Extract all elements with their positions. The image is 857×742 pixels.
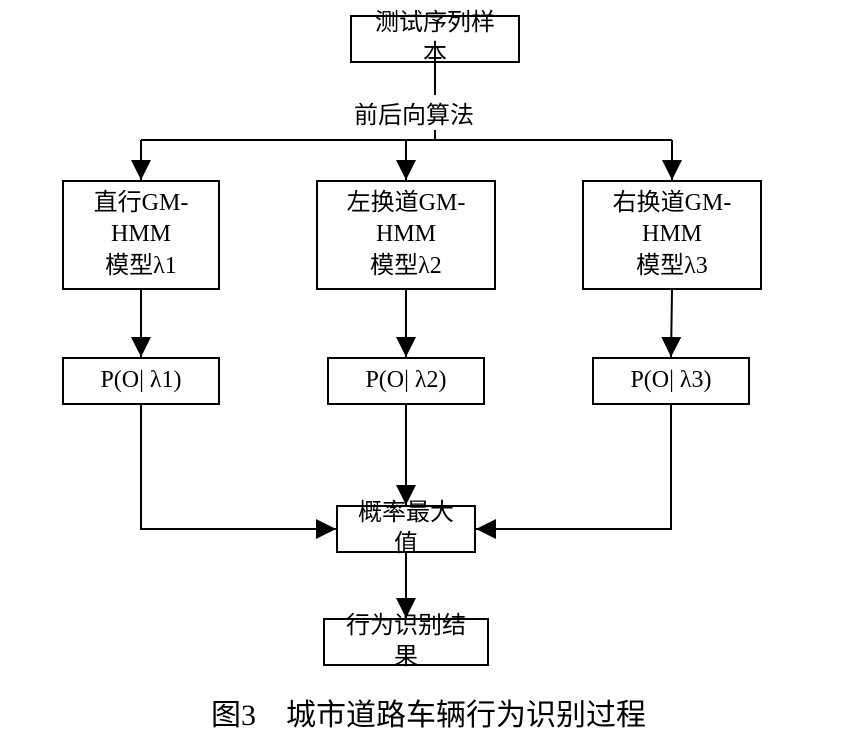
node-prob-1: P(O| λ1)	[62, 357, 220, 405]
node-label: P(O| λ1)	[100, 365, 181, 396]
node-label: 右换道GM-HMM模型λ3	[613, 188, 732, 282]
node-left-hmm: 左换道GM-HMM模型λ2	[316, 180, 496, 290]
node-max-prob: 概率最大值	[336, 505, 476, 553]
node-prob-3: P(O| λ3)	[592, 357, 750, 405]
node-straight-hmm: 直行GM-HMM模型λ1	[62, 180, 220, 290]
node-prob-2: P(O| λ2)	[327, 357, 485, 405]
node-test-sample: 测试序列样本	[350, 15, 520, 63]
node-label: 行为识别结果	[337, 611, 475, 673]
node-label: 左换道GM-HMM模型λ2	[347, 188, 466, 282]
node-result: 行为识别结果	[323, 618, 489, 666]
node-label: 测试序列样本	[364, 8, 506, 70]
node-label: P(O| λ3)	[630, 365, 711, 396]
node-label: 直行GM-HMM模型λ1	[94, 188, 189, 282]
node-label: P(O| λ2)	[365, 365, 446, 396]
edge-label-algorithm: 前后向算法	[350, 95, 478, 130]
node-right-hmm: 右换道GM-HMM模型λ3	[582, 180, 762, 290]
figure-caption: 图3 城市道路车辆行为识别过程	[0, 690, 857, 734]
node-label: 概率最大值	[350, 498, 462, 560]
